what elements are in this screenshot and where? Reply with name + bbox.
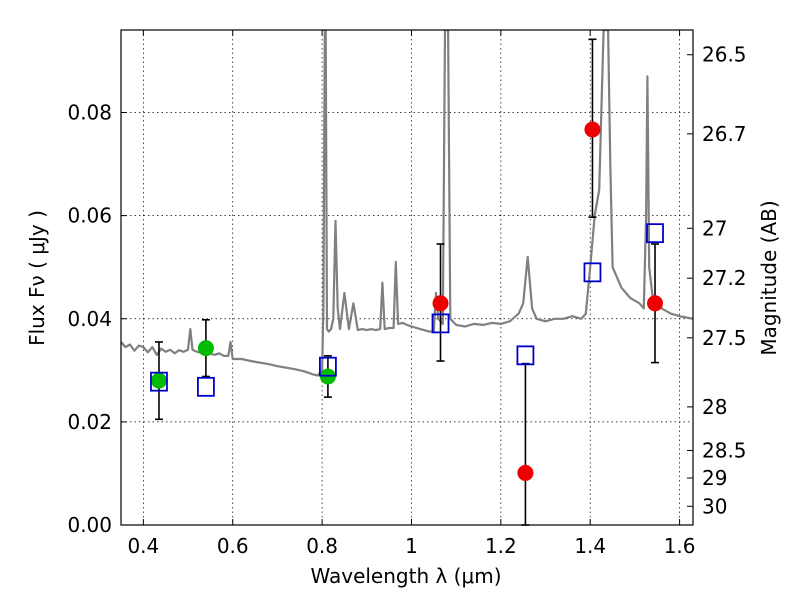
- model-square-marker: [431, 313, 450, 334]
- mag-tick-label: 30: [702, 494, 727, 518]
- grid: [121, 30, 693, 526]
- model-square-marker: [646, 223, 664, 244]
- y-axis-label: Flux Fν ( μJy ): [25, 210, 49, 346]
- mag-tick-label: 29: [702, 466, 727, 490]
- x-tick-label: 0.6: [217, 534, 249, 558]
- mag-tick-label: 27.2: [702, 266, 747, 290]
- mag-tick-label: 28: [702, 395, 727, 419]
- model-square-marker: [150, 371, 168, 392]
- model-square-marker: [197, 376, 215, 397]
- marks-layer: [150, 38, 664, 526]
- mag-tick-label: 26.5: [702, 43, 747, 67]
- red-data-point: [432, 295, 449, 312]
- plot-frame: [120, 29, 694, 526]
- y-tick-label: 0.08: [67, 101, 112, 125]
- red-data-point: [647, 295, 664, 312]
- model-square-marker: [583, 262, 602, 283]
- x-tick-label: 0.8: [306, 534, 338, 558]
- y-tick-label: 0.04: [67, 307, 112, 331]
- mag-tick-label: 28.5: [702, 438, 747, 462]
- axis-ticks: 0.4 0.6 0.8 1 1.2 1.4 1.6 0.00 0.02 0.04 0.06 0.08 2…: [67, 30, 747, 558]
- green-data-point: [150, 372, 167, 389]
- x-tick-label: 1: [405, 534, 418, 558]
- model-square-marker: [319, 356, 337, 377]
- mag-tick-label: 27.5: [702, 326, 747, 350]
- red-data-point: [517, 464, 534, 481]
- x-axis-label: Wavelength λ (μm): [310, 564, 501, 588]
- x-tick-label: 1.6: [664, 534, 696, 558]
- mag-tick-label: 27: [702, 216, 727, 240]
- model-square-marker: [516, 345, 535, 366]
- red-data-point: [584, 121, 601, 138]
- green-data-point: [197, 340, 214, 357]
- x-tick-label: 1.2: [485, 534, 517, 558]
- y-tick-label: 0.06: [67, 204, 112, 228]
- y-tick-label: 0.00: [67, 513, 112, 537]
- x-tick-label: 1.4: [574, 534, 606, 558]
- x-tick-label: 0.4: [127, 534, 159, 558]
- y-tick-label: 0.02: [67, 410, 112, 434]
- mag-tick-label: 26.7: [702, 122, 747, 146]
- right-axis-label: Magnitude (AB): [757, 200, 781, 355]
